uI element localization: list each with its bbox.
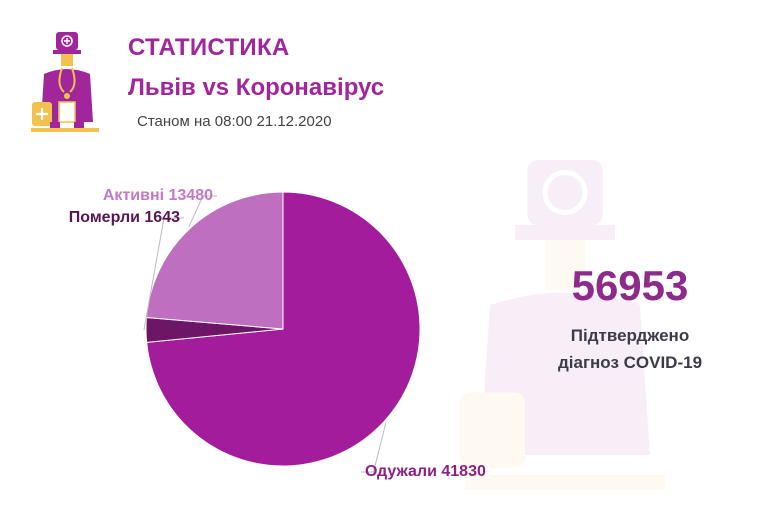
date-stamp: Станом на 08:00 21.12.2020 <box>137 113 332 130</box>
watermark-doctor-icon <box>460 160 665 490</box>
doctor-icon <box>31 32 99 132</box>
confirmed-caption-line1: Підтверджено <box>570 326 690 345</box>
slice-label-1: Померли 1643 <box>69 209 180 226</box>
slice-label-0: Одужали 41830 <box>365 463 486 480</box>
leader-line-2 <box>188 195 217 227</box>
confirmed-count: 56953 <box>571 262 689 309</box>
page-title: СТАТИСТИКА <box>128 34 290 61</box>
confirmed-caption: Підтверджено діагноз COVID-19 <box>520 322 740 376</box>
page-subtitle: Львів vs Коронавірус <box>128 74 385 101</box>
leader-line-1 <box>143 217 184 331</box>
confirmed-caption-line2: діагноз COVID-19 <box>557 353 703 372</box>
slice-label-2: Активні 13480 <box>103 187 213 204</box>
leader-line-0 <box>361 422 387 473</box>
